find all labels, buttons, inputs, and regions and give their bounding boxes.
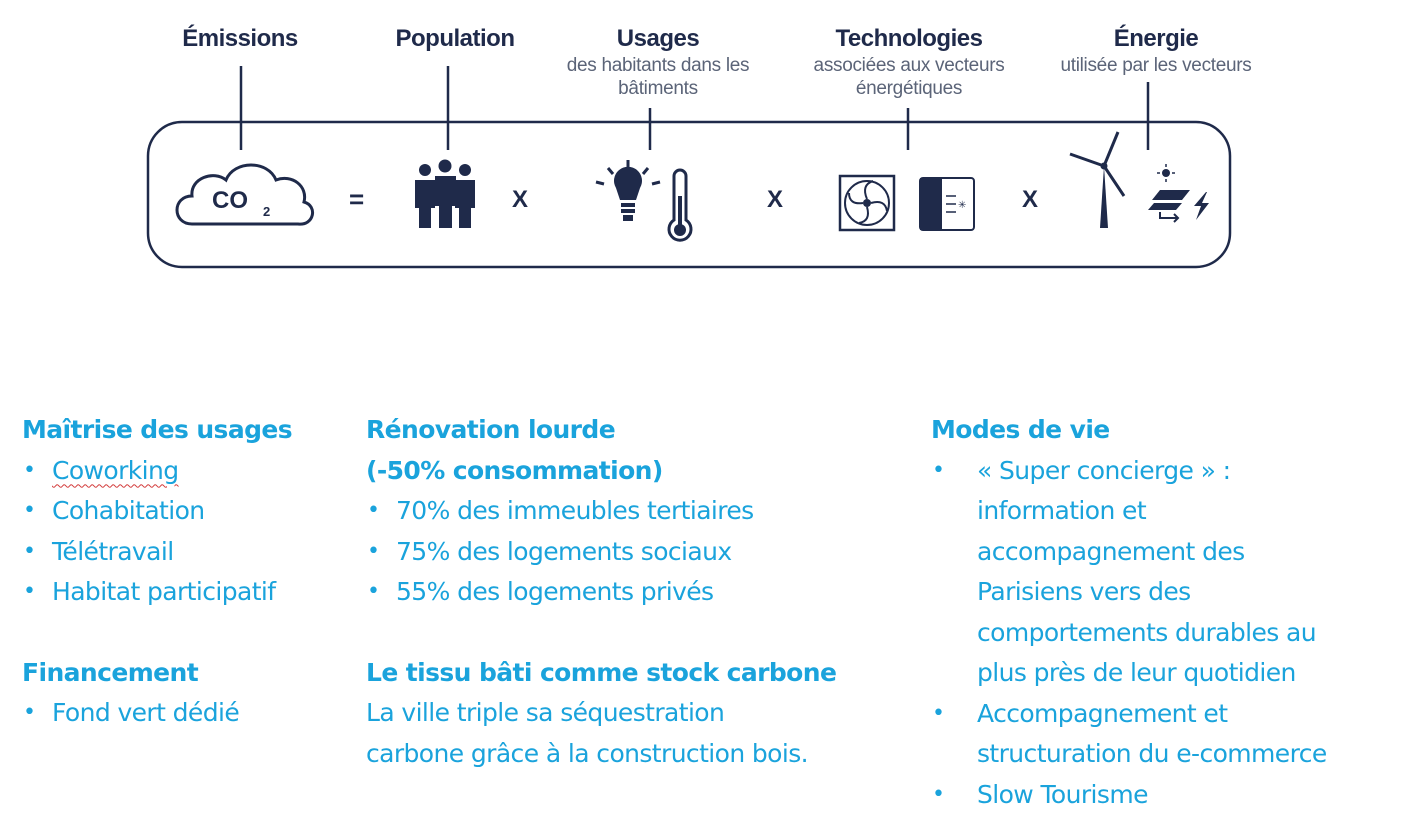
list-item-line: Slow Tourisme bbox=[977, 779, 1148, 809]
list-item: 75% des logements sociaux bbox=[366, 532, 906, 573]
list-item: Télétravail bbox=[22, 532, 352, 573]
label-energie: Énergie utilisée par les vecteurs bbox=[1040, 24, 1272, 77]
list-item: Slow Tourisme bbox=[931, 775, 1401, 816]
label-title: Population bbox=[395, 25, 515, 52]
people-icon bbox=[415, 159, 475, 228]
equals-sign: = bbox=[349, 184, 365, 214]
body-text: La ville triple sa séquestration bbox=[366, 698, 725, 727]
column-usages-financement: Maîtrise des usages Coworking Cohabitati… bbox=[22, 410, 352, 734]
lightbulb-icon bbox=[595, 160, 661, 221]
list-item: Accompagnement et structuration du e-com… bbox=[931, 694, 1401, 775]
list-item-line: plus près de leur quotidien bbox=[977, 658, 1296, 687]
section-heading-detail: (-50% consommation) bbox=[366, 455, 663, 485]
section-heading: Maîtrise des usages bbox=[22, 415, 293, 444]
label-subtitle: associées aux vecteurs énergétiques bbox=[813, 55, 1005, 99]
list-item-line: Parisiens vers des bbox=[977, 577, 1191, 606]
bullet-list: Fond vert dédié bbox=[22, 693, 352, 734]
label-emissions: Émissions bbox=[160, 24, 320, 54]
list-item: Fond vert dédié bbox=[22, 693, 352, 734]
list-item: Coworking bbox=[22, 451, 352, 492]
list-item-text: Coworking bbox=[52, 455, 179, 485]
list-item: 70% des immeubles tertiaires bbox=[366, 491, 906, 532]
heat-exchanger-icon: ✳ bbox=[919, 177, 975, 231]
label-title: Usages bbox=[616, 25, 700, 52]
list-item-line: information et bbox=[977, 496, 1147, 525]
bullet-list: « Super concierge » : information et acc… bbox=[931, 451, 1401, 816]
svg-text:✳: ✳ bbox=[958, 200, 966, 211]
list-item-line: accompagnement des bbox=[977, 536, 1245, 566]
solar-panel-icon bbox=[1148, 164, 1209, 223]
list-item-line: comportements durables au bbox=[977, 617, 1317, 647]
times-sign: X bbox=[512, 186, 529, 213]
equation-diagram: CO 2 ✳ bbox=[146, 66, 1232, 269]
fan-icon bbox=[838, 174, 896, 232]
label-title: Technologies bbox=[835, 25, 983, 52]
section-heading: Rénovation lourde bbox=[366, 415, 616, 444]
section-heading: Modes de vie bbox=[931, 415, 1110, 444]
list-item-line: Accompagnement et bbox=[977, 698, 1228, 728]
list-item: Habitat participatif bbox=[22, 572, 352, 613]
wind-turbine-icon bbox=[1069, 131, 1126, 228]
label-technologies: Technologies associées aux vecteurs éner… bbox=[795, 24, 1023, 100]
thermometer-icon bbox=[667, 168, 693, 242]
equation-box bbox=[146, 120, 1232, 269]
section-heading: Le tissu bâti comme stock carbone bbox=[366, 657, 837, 687]
section-heading: Financement bbox=[22, 657, 199, 687]
list-item-line: « Super concierge » : bbox=[977, 455, 1231, 485]
co2-subscript: 2 bbox=[263, 204, 270, 219]
list-item: 55% des logements privés bbox=[366, 572, 906, 613]
bullet-list: Coworking Cohabitation Télétravail Habit… bbox=[22, 451, 352, 613]
list-item: Cohabitation bbox=[22, 491, 352, 532]
label-subtitle: utilisée par les vecteurs bbox=[1060, 55, 1252, 76]
co2-text: CO bbox=[212, 187, 248, 214]
times-sign: X bbox=[1022, 186, 1039, 213]
body-text: carbone grâce à la construction bois. bbox=[366, 738, 809, 768]
label-population: Population bbox=[375, 24, 535, 54]
list-item-line: structuration du e-commerce bbox=[977, 739, 1327, 768]
label-title: Émissions bbox=[182, 25, 298, 52]
label-subtitle: des habitants dans les bâtiments bbox=[566, 55, 750, 99]
label-title: Énergie bbox=[1113, 25, 1199, 52]
column-modes-de-vie: Modes de vie « Super concierge » : infor… bbox=[931, 410, 1401, 815]
cloud-co2-icon: CO 2 bbox=[175, 163, 314, 226]
column-renovation-stock: Rénovation lourde (-50% consommation) 70… bbox=[366, 410, 906, 774]
list-item: « Super concierge » : information et acc… bbox=[931, 451, 1401, 694]
bullet-list: 70% des immeubles tertiaires 75% des log… bbox=[366, 491, 906, 613]
label-usages: Usages des habitants dans les bâtiments bbox=[548, 24, 768, 100]
times-sign: X bbox=[767, 186, 784, 213]
